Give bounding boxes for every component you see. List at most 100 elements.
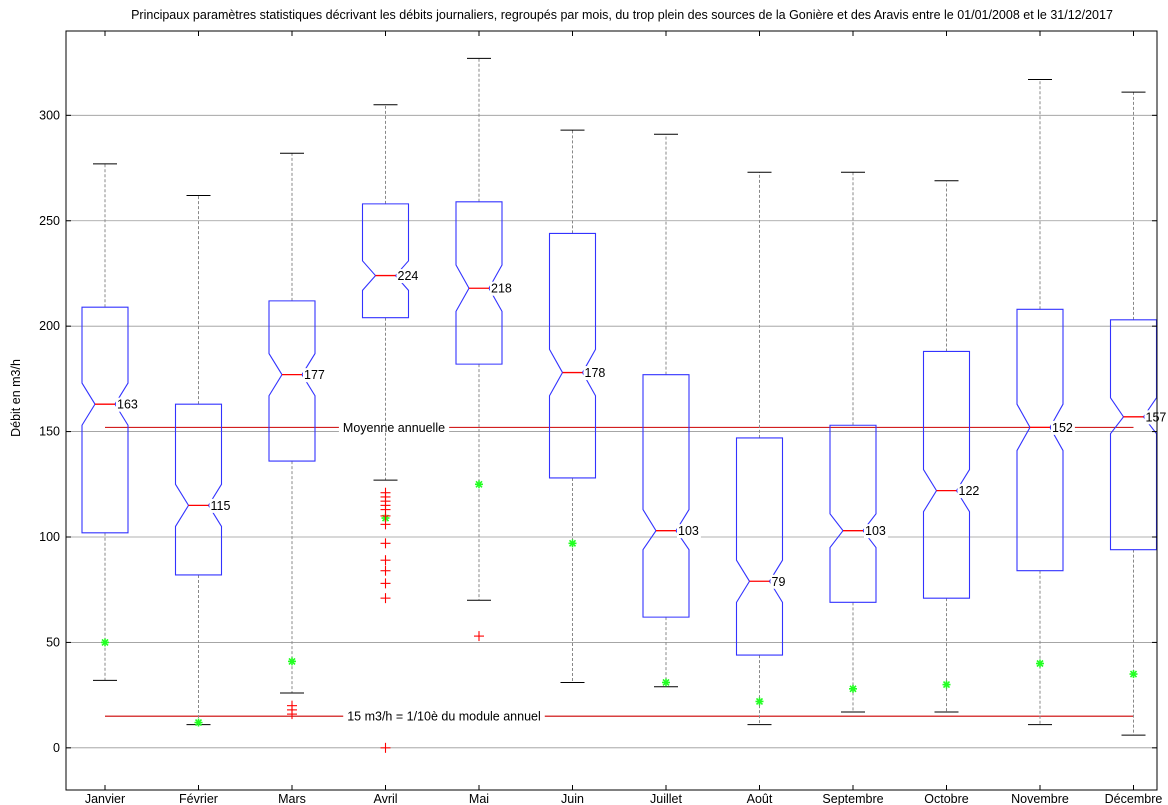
median-label-background xyxy=(864,524,888,539)
green-marker xyxy=(755,697,764,706)
box-1: 115 xyxy=(174,194,233,727)
y-tick-label: 250 xyxy=(39,214,60,228)
x-tick-label: Décembre xyxy=(1105,792,1163,805)
x-tick-label: Février xyxy=(179,792,218,805)
green-marker xyxy=(849,684,857,693)
plot-frame xyxy=(65,30,1158,791)
green-marker xyxy=(194,718,203,727)
box-body xyxy=(1109,319,1158,551)
box-6: 103 xyxy=(642,133,701,688)
median-label-background xyxy=(1144,410,1168,425)
y-tick-label: 300 xyxy=(39,108,60,122)
x-tick-label: Mars xyxy=(278,792,306,805)
median-label: 79 xyxy=(772,575,786,589)
box-body xyxy=(829,424,877,603)
median-label: 152 xyxy=(1052,421,1073,435)
box-layer: 163 115 177 224 218 178 103 79 103 122 152 157 xyxy=(81,57,1168,753)
y-axis-label: Débit en m3/h xyxy=(9,359,23,437)
outlier-point xyxy=(380,555,391,566)
marker-stroke xyxy=(849,685,857,693)
median-label-background xyxy=(583,366,608,381)
median-label-background xyxy=(1051,420,1075,435)
x-tick-label: Juin xyxy=(561,792,584,805)
box-10: 152 xyxy=(1016,78,1075,726)
outlier-point xyxy=(380,593,391,604)
outlier-point xyxy=(380,538,391,549)
marker-stroke xyxy=(1036,659,1044,668)
axis-layer: 0 50 100 150 200 250 300 Janvier Février Mars Avri… xyxy=(39,30,1163,805)
y-tick-label: 150 xyxy=(39,425,60,439)
x-tick-label: Octobre xyxy=(924,792,969,805)
marker-stroke xyxy=(475,480,483,488)
median-label: 218 xyxy=(491,282,512,296)
green-marker xyxy=(101,638,109,647)
box-body xyxy=(1016,308,1064,572)
box-3: 224 xyxy=(361,104,421,753)
y-tick-label: 100 xyxy=(39,530,60,544)
y-tick-label: 200 xyxy=(39,319,60,333)
marker-stroke xyxy=(568,539,577,547)
median-label-background xyxy=(490,281,514,296)
reference-label-background xyxy=(343,708,545,725)
median-label: 122 xyxy=(959,484,980,498)
median-label-background xyxy=(396,269,421,284)
box-7: 79 xyxy=(735,171,788,726)
median-label-background xyxy=(957,484,982,499)
marker-stroke xyxy=(101,638,109,646)
median-label: 163 xyxy=(117,398,138,412)
outlier-point xyxy=(380,510,391,521)
marker-stroke xyxy=(194,718,203,727)
median-label: 103 xyxy=(678,524,699,538)
median-label-background xyxy=(303,368,327,383)
box-body xyxy=(174,403,223,576)
green-marker xyxy=(475,480,483,489)
marker-stroke xyxy=(942,681,951,689)
box-body xyxy=(642,374,690,618)
median-label: 157 xyxy=(1146,410,1167,424)
marker-stroke xyxy=(1129,670,1138,678)
median-label: 115 xyxy=(211,499,231,513)
x-tick-label: Septembre xyxy=(822,792,883,805)
box-body xyxy=(268,300,316,462)
median-label: 178 xyxy=(585,366,606,380)
reference-lines: Moyenne annuelle 15 m3/h = 1/10è du modul… xyxy=(105,419,1134,725)
reference-line-label: Moyenne annuelle xyxy=(343,421,445,435)
box-body xyxy=(548,232,597,479)
box-5: 178 xyxy=(548,129,608,683)
median-label-background xyxy=(677,524,701,539)
green-marker xyxy=(288,657,296,666)
marker-stroke xyxy=(755,697,764,706)
chart-title: Principaux paramètres statistiques décri… xyxy=(131,8,1113,22)
reference-label-background xyxy=(338,419,450,436)
median-label: 224 xyxy=(398,269,419,283)
x-tick-label: Mai xyxy=(469,792,489,805)
y-tick-label: 50 xyxy=(46,635,60,649)
box-2: 177 xyxy=(268,152,327,720)
box-body xyxy=(735,437,784,656)
outlier-point xyxy=(380,565,391,576)
x-tick-label: Avril xyxy=(373,792,397,805)
median-label: 177 xyxy=(304,368,325,382)
outlier-point xyxy=(380,519,391,530)
green-marker xyxy=(1129,670,1138,679)
median-label-background xyxy=(209,498,233,513)
median-label-background xyxy=(770,574,788,589)
box-body xyxy=(455,201,503,365)
box-body xyxy=(81,306,129,534)
box-8: 103 xyxy=(829,171,888,713)
reference-line-label: 15 m3/h = 1/10è du module annuel xyxy=(347,710,541,724)
box-11: 157 xyxy=(1109,91,1168,736)
x-tick-label: Janvier xyxy=(85,792,125,805)
grid-layer xyxy=(66,114,1157,749)
x-tick-label: Août xyxy=(747,792,773,805)
green-marker xyxy=(568,539,577,548)
outlier-point xyxy=(380,742,391,753)
outlier-point xyxy=(474,631,484,642)
median-label: 103 xyxy=(865,524,886,538)
box-body xyxy=(361,203,410,319)
y-tick-label: 0 xyxy=(53,741,60,755)
box-body xyxy=(922,350,971,599)
outlier-point xyxy=(287,709,297,720)
green-marker xyxy=(662,678,670,687)
